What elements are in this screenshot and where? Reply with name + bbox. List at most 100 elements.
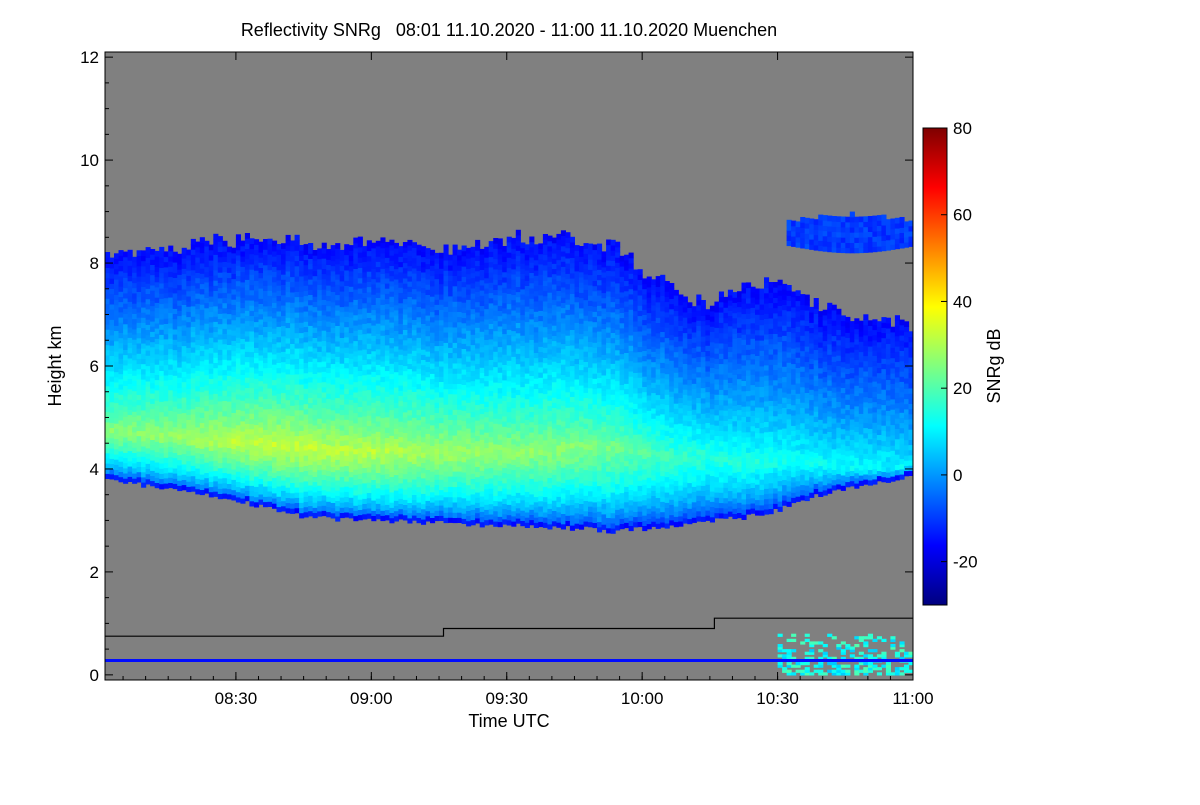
- heatmap-cell: [299, 306, 305, 313]
- heatmap-cell: [285, 332, 291, 339]
- heatmap-cell: [443, 450, 449, 457]
- heatmap-cell: [380, 381, 386, 388]
- heatmap-cell: [123, 406, 129, 412]
- heatmap-cell: [434, 376, 440, 383]
- heatmap-cell: [145, 360, 151, 367]
- heatmap-cell: [326, 367, 332, 374]
- heatmap-cell: [281, 500, 287, 507]
- heatmap-cell: [497, 459, 503, 466]
- heatmap-cell: [362, 374, 368, 381]
- heatmap-cell: [226, 462, 232, 469]
- heatmap-cell: [109, 365, 115, 372]
- heatmap-cell: [123, 323, 129, 330]
- heatmap-cell: [475, 389, 481, 395]
- heatmap-cell: [484, 396, 490, 402]
- heatmap-cell: [497, 521, 503, 528]
- heatmap-cell: [105, 349, 111, 356]
- heatmap-cell: [290, 245, 296, 252]
- heatmap-cell: [506, 272, 512, 279]
- heatmap-cell: [285, 482, 291, 488]
- heatmap-cell: [493, 361, 499, 368]
- heatmap-cell: [190, 316, 196, 322]
- heatmap-cell: [321, 253, 327, 259]
- heatmap-cell: [520, 407, 526, 413]
- heatmap-cell: [204, 354, 210, 360]
- heatmap-cell: [448, 398, 454, 405]
- heatmap-cell: [231, 443, 237, 449]
- heatmap-cell: [533, 517, 539, 523]
- heatmap-cell: [371, 366, 377, 372]
- heatmap-cell: [448, 414, 454, 420]
- heatmap-cell: [267, 238, 273, 245]
- heatmap-cell: [362, 390, 368, 396]
- heatmap-cell: [411, 314, 417, 320]
- heatmap-cell: [244, 299, 250, 306]
- heatmap-cell: [380, 309, 386, 316]
- heatmap-cell: [371, 319, 377, 326]
- heatmap-cell: [466, 412, 472, 419]
- heatmap-cell: [425, 253, 431, 259]
- heatmap-cell: [362, 328, 368, 335]
- heatmap-cell: [398, 369, 404, 376]
- heatmap-cell: [533, 337, 539, 343]
- heatmap-cell: [366, 307, 372, 313]
- heatmap-cell: [308, 356, 314, 362]
- heatmap-cell: [168, 369, 174, 375]
- heatmap-cell: [529, 277, 535, 284]
- heatmap-cell: [163, 410, 169, 417]
- heatmap-cell: [398, 333, 404, 340]
- heatmap-cell: [249, 449, 255, 455]
- heatmap-cell: [235, 399, 241, 405]
- heatmap-cell: [281, 335, 287, 342]
- heatmap-cell: [402, 483, 408, 490]
- heatmap-cell: [263, 280, 269, 286]
- heatmap-cell: [425, 304, 431, 311]
- heatmap-cell: [357, 252, 363, 258]
- heatmap-cell: [127, 280, 133, 287]
- heatmap-cell: [439, 324, 445, 331]
- heatmap-cell: [497, 269, 503, 275]
- heatmap-cell: [240, 364, 246, 370]
- heatmap-cell: [254, 342, 260, 348]
- heatmap-cell: [154, 297, 160, 303]
- heatmap-cell: [389, 399, 395, 405]
- heatmap-cell: [479, 516, 485, 523]
- heatmap-cell: [529, 246, 535, 253]
- heatmap-cell: [497, 403, 503, 409]
- heatmap-cell: [226, 385, 232, 392]
- heatmap-cell: [520, 484, 526, 491]
- heatmap-cell: [204, 482, 210, 489]
- heatmap-cell: [235, 270, 241, 277]
- heatmap-cell: [226, 401, 232, 407]
- heatmap-cell: [434, 422, 440, 429]
- heatmap-cell: [231, 324, 237, 331]
- heatmap-cell: [457, 260, 463, 266]
- heatmap-cell: [290, 389, 296, 396]
- heatmap-cell: [339, 507, 345, 513]
- heatmap-cell: [389, 497, 395, 503]
- heatmap-cell: [168, 312, 174, 319]
- heatmap-cell: [425, 500, 431, 506]
- heatmap-cell: [190, 419, 196, 425]
- heatmap-cell: [520, 371, 526, 377]
- heatmap-cell: [132, 478, 138, 484]
- heatmap-cell: [199, 407, 205, 413]
- heatmap-cell: [524, 460, 530, 467]
- heatmap-cell: [421, 266, 427, 273]
- heatmap-cell: [375, 426, 381, 432]
- heatmap-cell: [272, 250, 278, 257]
- heatmap-cell: [434, 484, 440, 491]
- heatmap-cell: [190, 285, 196, 291]
- heatmap-cell: [154, 451, 160, 458]
- heatmap-cell: [407, 296, 413, 303]
- heatmap-cell: [226, 282, 232, 289]
- heatmap-cell: [114, 464, 120, 470]
- heatmap-cell: [461, 286, 467, 293]
- heatmap-cell: [263, 434, 269, 441]
- heatmap-cell: [411, 494, 417, 501]
- heatmap-cell: [326, 315, 332, 322]
- heatmap-cell: [303, 264, 309, 271]
- heatmap-cell: [384, 329, 390, 336]
- heatmap-cell: [515, 502, 521, 509]
- heatmap-cell: [254, 455, 260, 462]
